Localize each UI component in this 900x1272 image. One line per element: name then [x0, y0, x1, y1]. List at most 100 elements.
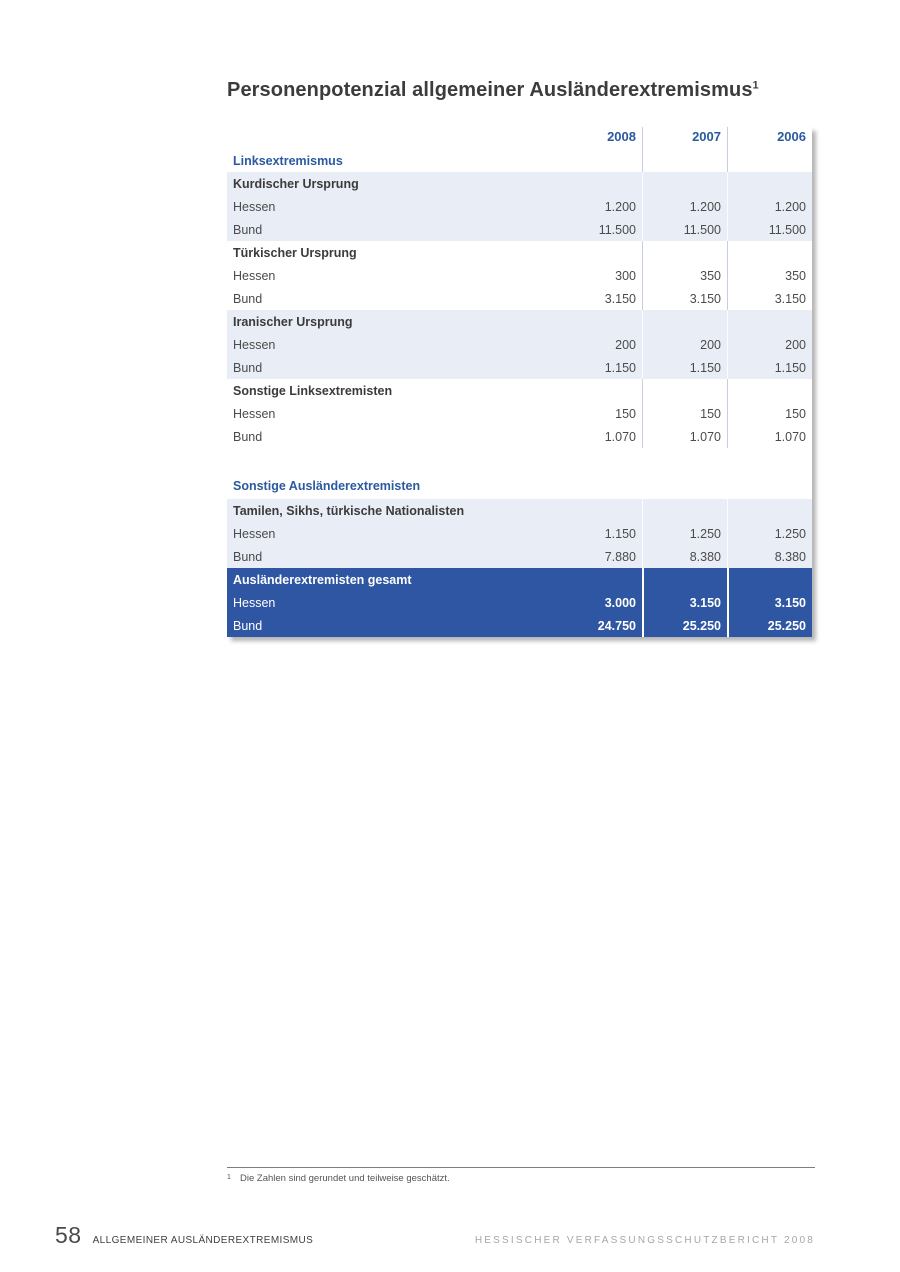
- group-header-row: Iranischer Ursprung: [227, 310, 812, 333]
- value-2006: 11.500: [727, 218, 812, 241]
- empty-cell: [642, 499, 727, 522]
- empty-cell: [727, 172, 812, 195]
- table-row-hessen: Hessen 1.150 1.250 1.250: [227, 522, 812, 545]
- table-row-bund: Bund 11.500 11.500 11.500: [227, 218, 812, 241]
- footer-report-title: HESSISCHER VERFASSUNGSSCHUTZBERICHT 2008: [474, 1235, 815, 1246]
- value-2007: 1.070: [642, 425, 727, 448]
- value-2007: 1.200: [642, 195, 727, 218]
- empty-cell: [727, 568, 812, 591]
- section-row-linksextremismus: Linksextremismus: [227, 149, 812, 172]
- page-title-text: Personenpotenzial allgemeiner Ausländere…: [227, 79, 753, 101]
- value-2006: 1.150: [727, 356, 812, 379]
- section-label: Sonstige Ausländerextremisten: [233, 478, 421, 493]
- row-label: Bund: [233, 222, 263, 237]
- row-label: Hessen: [233, 595, 276, 610]
- value-2008: 7.880: [604, 549, 636, 564]
- row-label: Hessen: [233, 337, 276, 352]
- value-2008: 1.150: [604, 526, 636, 541]
- value-2006: 350: [727, 264, 812, 287]
- group-header-row: Sonstige Linksextremisten: [227, 379, 812, 402]
- table-row-bund: Bund 1.070 1.070 1.070: [227, 425, 812, 448]
- page-footer: 58 ALLGEMEINER AUSLÄNDEREXTREMISMUS HESS…: [55, 1222, 815, 1250]
- value-2008: 1.070: [604, 429, 636, 444]
- table-group-tamilen-sikhs-nationalisten: Tamilen, Sikhs, türkische Nationalisten …: [227, 499, 812, 568]
- table-group-iranischer-ursprung: Iranischer Ursprung Hessen 200 200 200 B…: [227, 310, 812, 379]
- empty-cell: [642, 379, 727, 402]
- empty-header-cell: [227, 127, 557, 149]
- empty-cell: [557, 241, 642, 264]
- table-row-hessen: Hessen 200 200 200: [227, 333, 812, 356]
- empty-cell: [727, 310, 812, 333]
- empty-cell: [557, 149, 642, 172]
- section-label: Linksextremismus: [233, 153, 343, 168]
- group-header-row: Tamilen, Sikhs, türkische Nationalisten: [227, 499, 812, 522]
- value-2006: 8.380: [727, 545, 812, 568]
- table-row-bund: Bund 1.150 1.150 1.150: [227, 356, 812, 379]
- value-2006: 1.070: [727, 425, 812, 448]
- year-header-2007: 2007: [642, 127, 727, 149]
- data-table: 2008 2007 2006 Linksextremismus Kurdisch…: [227, 127, 812, 637]
- page-title: Personenpotenzial allgemeiner Ausländere…: [227, 79, 759, 102]
- group-header-row: Ausländerextremisten gesamt: [227, 568, 812, 591]
- empty-cell: [727, 149, 812, 172]
- value-2008: 3.000: [604, 595, 636, 610]
- table-row-hessen: Hessen 3.000 3.150 3.150: [227, 591, 812, 614]
- row-label: Bund: [233, 549, 263, 564]
- value-2008: 11.500: [598, 222, 636, 237]
- year-header-2008: 2008: [607, 129, 636, 144]
- empty-cell: [557, 568, 642, 591]
- value-2006: 3.150: [727, 591, 812, 614]
- empty-cell: [642, 568, 727, 591]
- table-row-hessen: Hessen 1.200 1.200 1.200: [227, 195, 812, 218]
- row-label: Bund: [233, 429, 263, 444]
- footnote: 1 Die Zahlen sind gerundet und teilweise…: [227, 1167, 815, 1184]
- group-header-row: Türkischer Ursprung: [227, 241, 812, 264]
- table-group-auslaenderextremisten-gesamt: Ausländerextremisten gesamt Hessen 3.000…: [227, 568, 812, 637]
- empty-cell: [557, 172, 642, 195]
- section-row-sonstige-auslaenderextremisten: Sonstige Ausländerextremisten: [227, 472, 812, 499]
- empty-cell: [727, 499, 812, 522]
- value-2008: 24.750: [597, 618, 636, 633]
- value-2008: 200: [615, 337, 636, 352]
- value-2008: 1.150: [604, 360, 636, 375]
- footnote-text: Die Zahlen sind gerundet und teilweise g…: [240, 1173, 450, 1184]
- row-label: Hessen: [233, 268, 276, 283]
- table-group-tuerkischer-ursprung: Türkischer Ursprung Hessen 300 350 350 B…: [227, 241, 812, 310]
- value-2007: 25.250: [642, 614, 727, 637]
- value-2006: 200: [727, 333, 812, 356]
- value-2007: 350: [642, 264, 727, 287]
- empty-cell: [642, 310, 727, 333]
- value-2008: 3.150: [604, 291, 636, 306]
- title-footnote-marker: 1: [752, 79, 759, 92]
- year-header-2006: 2006: [727, 127, 812, 149]
- value-2007: 1.150: [642, 356, 727, 379]
- table-group-kurdischer-ursprung: Kurdischer Ursprung Hessen 1.200 1.200 1…: [227, 172, 812, 241]
- footnote-marker: 1: [227, 1174, 231, 1181]
- table-header-row: 2008 2007 2006: [227, 127, 812, 149]
- value-2006: 1.200: [727, 195, 812, 218]
- empty-cell: [642, 172, 727, 195]
- empty-cell: [557, 499, 642, 522]
- table-row-hessen: Hessen 300 350 350: [227, 264, 812, 287]
- empty-cell: [557, 379, 642, 402]
- row-label: Bund: [233, 291, 263, 306]
- row-label: Hessen: [233, 526, 276, 541]
- empty-cell: [557, 310, 642, 333]
- table-group-sonstige-linksextremisten: Sonstige Linksextremisten Hessen 150 150…: [227, 379, 812, 448]
- group-header-label: Iranischer Ursprung: [233, 314, 353, 329]
- row-label: Bund: [233, 360, 263, 375]
- group-header-label: Tamilen, Sikhs, türkische Nationalisten: [233, 503, 465, 518]
- value-2008: 300: [615, 268, 636, 283]
- table-row-bund: Bund 7.880 8.380 8.380: [227, 545, 812, 568]
- table-row-bund: Bund 3.150 3.150 3.150: [227, 287, 812, 310]
- table-row-hessen: Hessen 150 150 150: [227, 402, 812, 425]
- group-header-label: Kurdischer Ursprung: [233, 176, 359, 191]
- empty-cell: [227, 448, 812, 472]
- empty-cell: [642, 241, 727, 264]
- value-2007: 3.150: [642, 591, 727, 614]
- value-2007: 8.380: [642, 545, 727, 568]
- group-header-label: Türkischer Ursprung: [233, 245, 357, 260]
- group-header-label: Sonstige Linksextremisten: [233, 383, 393, 398]
- footer-section-title: ALLGEMEINER AUSLÄNDEREXTREMISMUS: [92, 1235, 314, 1246]
- value-2006: 3.150: [727, 287, 812, 310]
